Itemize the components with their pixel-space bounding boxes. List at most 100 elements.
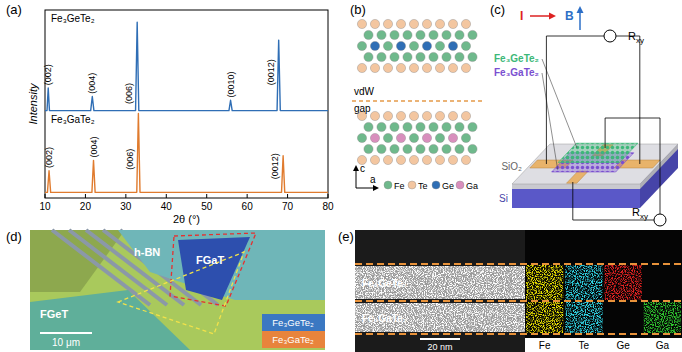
atom: [377, 122, 386, 131]
atom: [383, 19, 392, 28]
axis-name: a: [370, 174, 376, 185]
x-tick: [166, 194, 167, 198]
eds-label: Ge: [616, 340, 630, 351]
atom: [377, 30, 386, 39]
x-tick: [45, 194, 46, 198]
atom: [461, 111, 470, 120]
scale-bar: [40, 332, 92, 334]
axis-arrow: [356, 188, 374, 189]
x-tick: [328, 194, 329, 198]
atom: [435, 133, 444, 142]
panel-label: (a): [6, 2, 22, 17]
legend-swatch: [408, 181, 416, 189]
atom: [468, 122, 477, 131]
atom: [422, 19, 431, 28]
atom: [396, 19, 405, 28]
eds-label: Te: [579, 340, 590, 351]
atom: [370, 133, 379, 142]
atom: [377, 144, 386, 153]
panel-label: (c): [490, 2, 505, 17]
atom: [396, 133, 405, 142]
legend-label: Ge: [442, 181, 454, 191]
interface-line: [355, 333, 682, 335]
x-tick-label: 80: [322, 201, 334, 212]
atom: [455, 122, 464, 131]
peak-label: (004): [89, 137, 99, 158]
figure: (a)(b)(c)(d)(e)10203040506070802θ (°)Int…: [0, 0, 682, 352]
eds-map: [526, 265, 563, 300]
eds-background: [525, 230, 682, 338]
series-label: Fe₃GeTe₂: [51, 13, 95, 24]
x-tick: [125, 194, 126, 198]
peak-label: (006): [125, 149, 135, 170]
series-label: Fe₃GaTe₂: [51, 114, 95, 125]
substrate: [30, 230, 325, 350]
atom: [468, 52, 477, 61]
xrd-line: [45, 113, 328, 192]
atom: [422, 63, 431, 72]
atom: [455, 52, 464, 61]
x-tick-label: 50: [201, 201, 213, 212]
atom: [370, 111, 379, 120]
peak-label: (002): [43, 64, 53, 85]
atom: [383, 111, 392, 120]
meter: [604, 30, 616, 42]
layer-label: Fe₃GeTe₂: [494, 53, 539, 64]
atom: [390, 122, 399, 131]
atom: [377, 52, 386, 61]
atom: [448, 63, 457, 72]
atom: [448, 111, 457, 120]
eds-label: Fe: [539, 340, 551, 351]
atom: [461, 155, 470, 164]
gap-label: vdW: [354, 86, 375, 97]
flake: [558, 143, 638, 162]
stem-band: [355, 303, 525, 332]
legend-label: Ga: [466, 181, 478, 191]
r-symbol: R: [628, 30, 636, 42]
x-tick-label: 30: [120, 201, 132, 212]
atom: [416, 30, 425, 39]
atom: [435, 19, 444, 28]
r-subscript: xy: [640, 212, 648, 221]
atom: [429, 52, 438, 61]
atom: [442, 144, 451, 153]
wire: [616, 36, 640, 164]
atom: [383, 63, 392, 72]
atom: [416, 122, 425, 131]
region-label: h-BN: [134, 246, 160, 258]
wire: [605, 118, 660, 214]
atom: [357, 41, 366, 50]
atom: [383, 41, 392, 50]
atom: [435, 63, 444, 72]
fgat-outline: [170, 233, 256, 306]
legend-swatch: [384, 181, 392, 189]
atom: [461, 63, 470, 72]
y-axis-label: Intensity: [27, 82, 39, 124]
atom: [396, 155, 405, 164]
x-tick-label: 40: [161, 201, 173, 212]
eds-map: [605, 265, 642, 300]
panel-label: (d): [6, 229, 22, 244]
atom: [364, 122, 373, 131]
x-tick-label: 20: [80, 201, 92, 212]
x-tick: [247, 194, 248, 198]
layer-label: Fe₃GeTe₂: [362, 278, 407, 289]
interface-line: [355, 300, 682, 302]
atom: [442, 122, 451, 131]
atom: [396, 111, 405, 120]
atom: [364, 52, 373, 61]
peak-label: (0012): [266, 59, 276, 85]
sio2-top: [512, 144, 678, 184]
gap-label: gap: [354, 103, 371, 114]
x-tick: [206, 194, 207, 198]
xrd-line: [45, 22, 328, 110]
panel-label: (b): [350, 2, 366, 17]
meter-label: Rxy: [632, 206, 648, 221]
atom: [429, 144, 438, 153]
meter: [654, 214, 666, 226]
atom: [390, 30, 399, 39]
legend-swatch: [262, 314, 325, 331]
atom: [409, 63, 418, 72]
atom: [396, 41, 405, 50]
plot-data: [45, 22, 328, 192]
